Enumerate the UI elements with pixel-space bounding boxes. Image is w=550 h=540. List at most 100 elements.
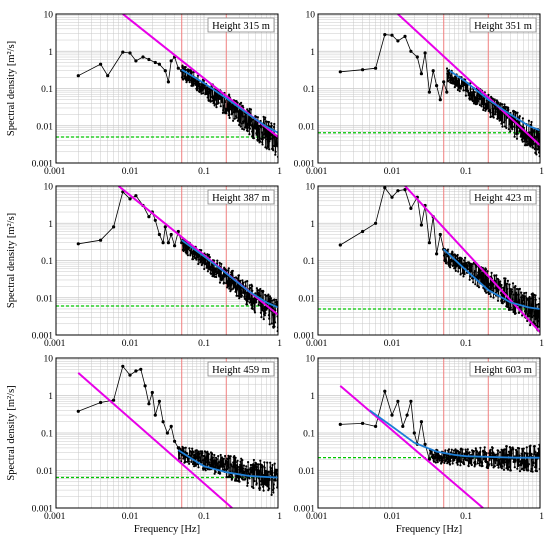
x-tick-label: 0.1: [460, 167, 472, 177]
spectrum-point: [409, 206, 413, 210]
spectrum-point: [502, 121, 506, 124]
spectrum-point: [259, 304, 262, 307]
spectrum-point: [459, 464, 462, 467]
spectrum-point: [536, 133, 539, 136]
spectrum-point: [266, 485, 269, 488]
spectrum-point: [445, 262, 448, 265]
spectrum-point: [194, 78, 197, 82]
y-tick-label: 0.01: [298, 467, 315, 477]
spectrum-point: [219, 453, 222, 457]
spectrum-point: [531, 470, 534, 473]
spectrum-point: [474, 460, 477, 463]
spectrum-point: [252, 137, 255, 140]
spectrum-point: [477, 272, 480, 275]
spectrum-point: [447, 80, 450, 83]
spectrum-point: [517, 463, 520, 467]
spectrum-point: [453, 459, 456, 462]
spectrum-point: [213, 259, 216, 262]
spectrum-point: [246, 300, 249, 303]
spectrum-point: [268, 317, 271, 320]
spectrum-point: [501, 125, 504, 128]
spectrum-point: [509, 446, 512, 449]
spectrum-point: [431, 69, 435, 73]
x-tick-label: 0.001: [44, 512, 66, 522]
spectrum-point: [213, 95, 216, 98]
spectrum-point: [220, 460, 223, 463]
spectrum-point: [240, 101, 243, 104]
spectrum-point: [192, 451, 195, 454]
spectrum-point: [255, 132, 258, 135]
spectrum-point: [219, 472, 222, 475]
spectrum-point: [535, 470, 539, 473]
spectrum-point: [245, 298, 248, 301]
spectrum-point: [237, 119, 240, 122]
spectrum-point: [267, 314, 270, 317]
spectrum-point: [234, 110, 237, 113]
plot-frame: [317, 185, 541, 336]
spectrum-point: [423, 442, 427, 446]
spectrum-point: [235, 108, 238, 111]
spectrum-point: [203, 86, 206, 90]
spectrum-point: [188, 246, 191, 249]
spectrum-point: [216, 467, 219, 470]
spectrum-point: [215, 106, 218, 109]
spectrum-point: [251, 305, 254, 309]
y-tick-label: 0.001: [32, 160, 54, 170]
spectrum-point: [432, 453, 435, 456]
spectrum-point: [477, 286, 481, 289]
spectrum-point: [445, 259, 448, 262]
spectrum-point: [235, 467, 238, 470]
spectrum-point: [222, 465, 225, 468]
spectrum-point: [511, 125, 514, 128]
spectrum-point: [479, 269, 482, 272]
spectrum-point: [497, 101, 500, 104]
spectrum-point: [526, 140, 529, 143]
power-law-line: [77, 372, 233, 508]
spectrum-point: [529, 138, 532, 141]
spectrum-point: [200, 461, 203, 464]
spectrum-point: [531, 292, 534, 295]
panel-title-box: [207, 361, 275, 377]
spectrum-point: [214, 268, 217, 271]
spectrum-point: [272, 487, 275, 490]
spectrum-point: [496, 452, 499, 455]
spectrum-point: [493, 98, 496, 101]
spectrum-point: [468, 278, 471, 281]
spectrum-point: [507, 108, 510, 111]
spectrum-point: [492, 103, 495, 106]
spectrum-point: [240, 464, 243, 467]
spectrum-point: [200, 249, 203, 252]
spectrum-point: [412, 431, 416, 435]
spectrum-point: [269, 137, 272, 140]
spectrum-point: [534, 147, 538, 150]
spectrum-points: [338, 389, 540, 473]
spectrum-point: [374, 424, 378, 428]
spectrum-point: [490, 287, 493, 290]
spectrum-point: [238, 123, 241, 127]
spectrum-point: [504, 279, 507, 283]
spectrum-point: [214, 273, 218, 276]
spectrum-point: [503, 119, 506, 122]
spectrum-point: [523, 292, 526, 295]
spectrum-point: [472, 450, 475, 453]
spectrum-point: [515, 450, 519, 453]
spectrum-point: [533, 453, 536, 456]
spectrum-point: [201, 258, 204, 261]
spectrum-point: [230, 288, 233, 291]
spectrum-point: [514, 312, 517, 315]
spectrum-point: [190, 454, 193, 457]
spectrum-point: [526, 319, 529, 323]
spectrum-point: [218, 466, 221, 469]
spectrum-point: [499, 458, 502, 461]
spectrum-point: [506, 279, 509, 282]
spectrum-point: [513, 307, 516, 310]
spectrum-point: [500, 467, 503, 470]
spectrum-point: [436, 461, 439, 464]
spectrum-point: [495, 274, 498, 277]
spectrum-point: [272, 491, 275, 494]
spectrum-point: [533, 445, 536, 448]
spectrum-point: [477, 459, 480, 462]
spectrum-point: [153, 60, 157, 65]
spectrum-point: [499, 451, 502, 454]
spectrum-point: [483, 283, 486, 286]
